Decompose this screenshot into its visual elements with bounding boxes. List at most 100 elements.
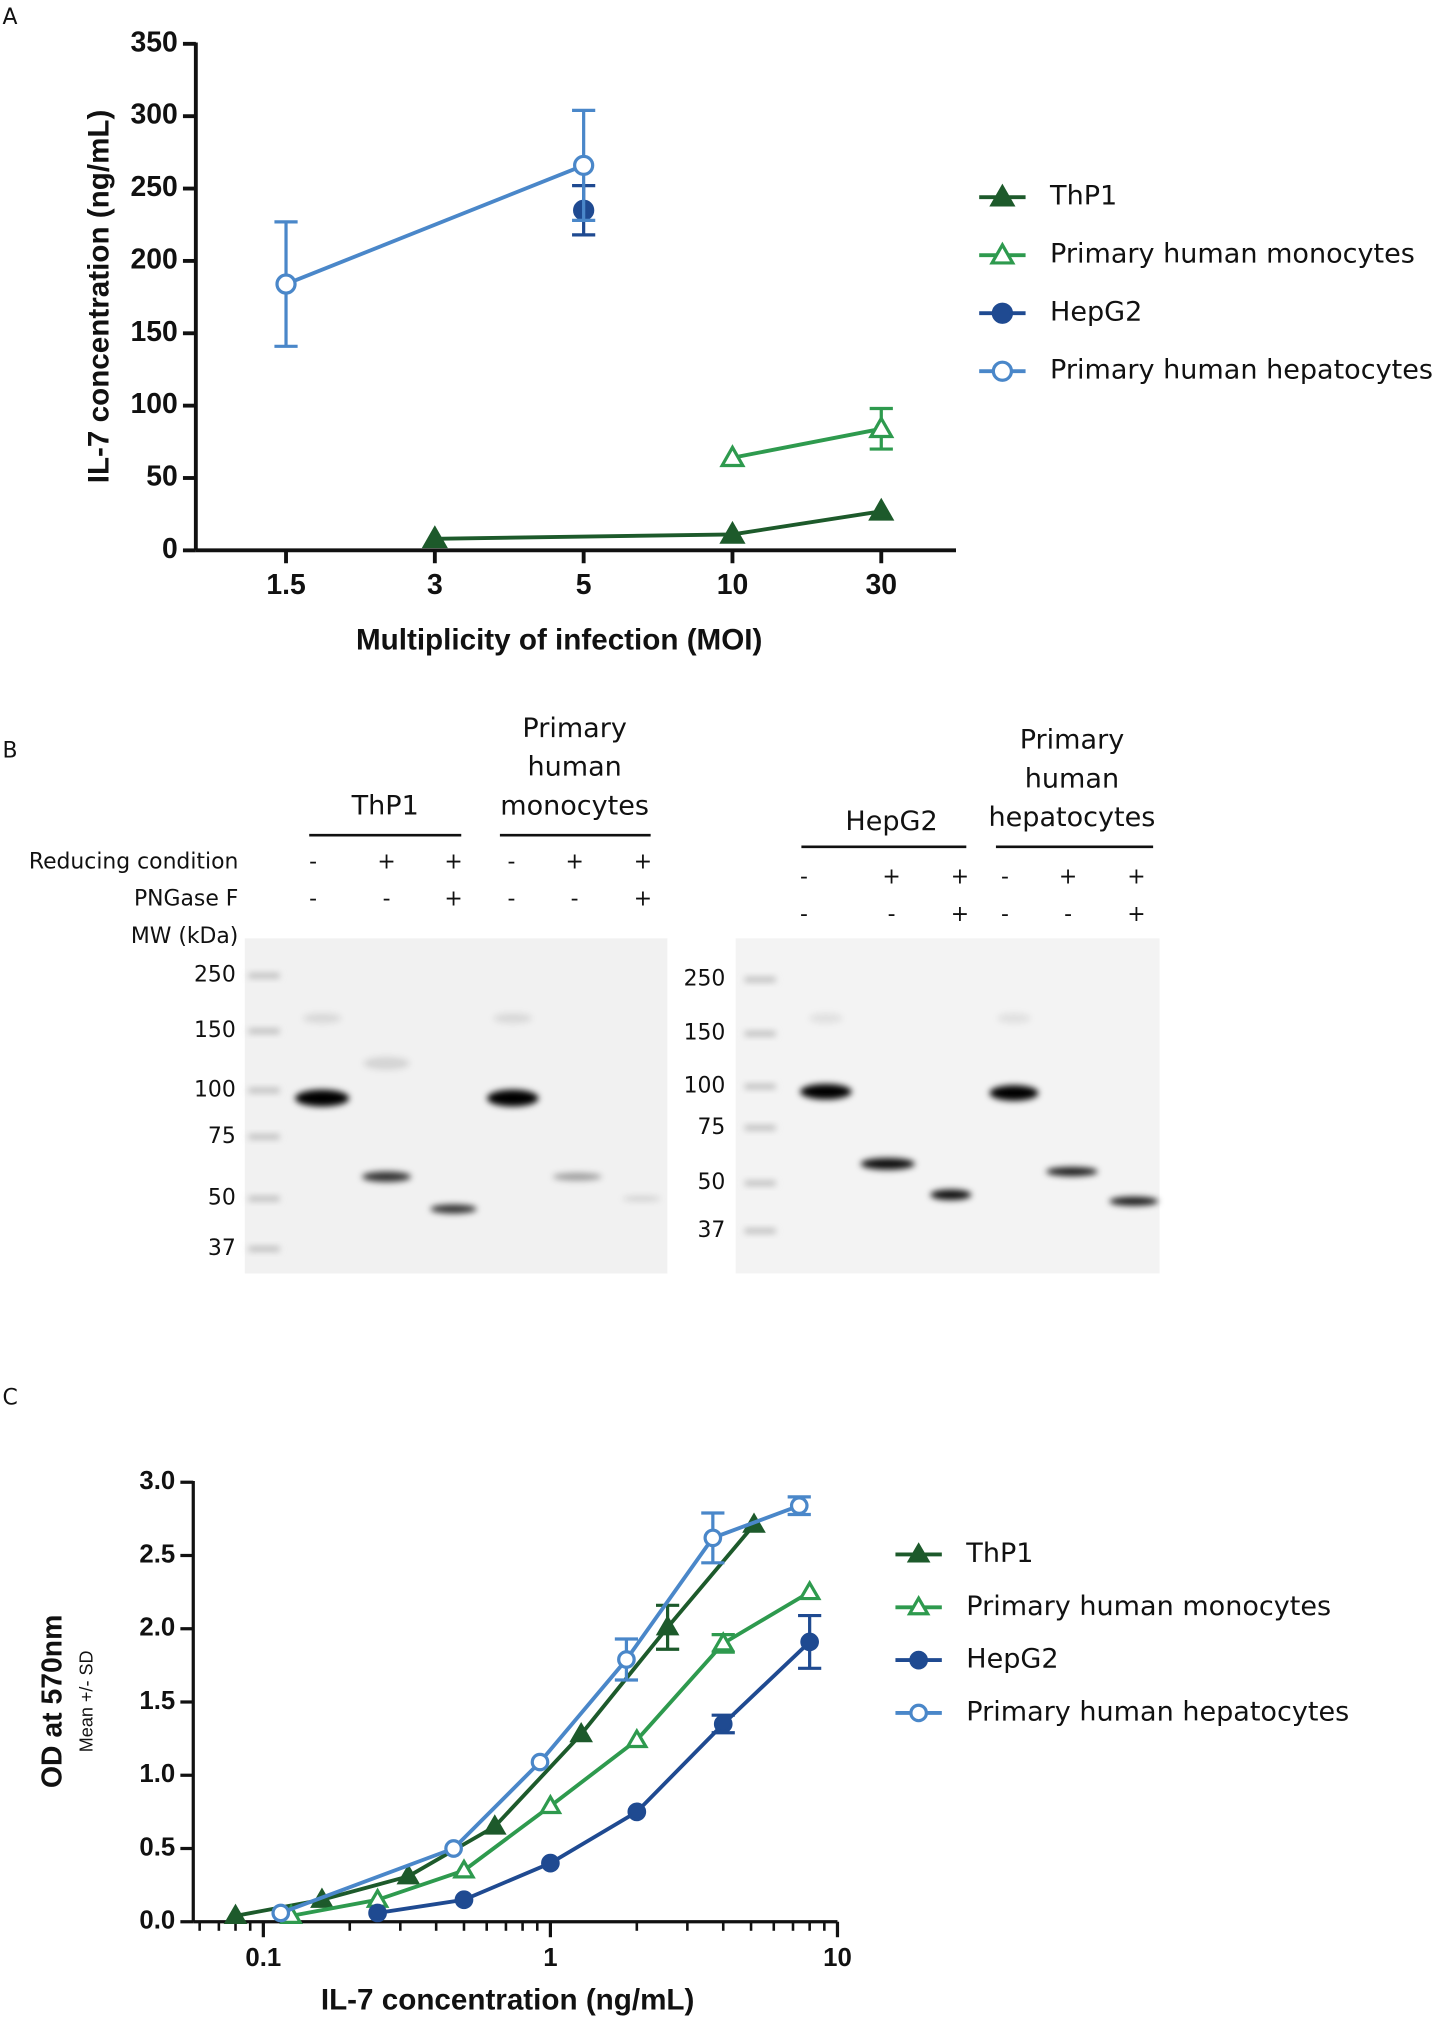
condition-sign: + xyxy=(377,849,395,874)
x-axis-title: Multiplicity of infection (MOI) xyxy=(356,624,762,657)
mw-label: 75 xyxy=(208,1124,236,1149)
blot-band xyxy=(362,1171,412,1182)
series-line xyxy=(280,1503,800,1915)
y-tick-label: 50 xyxy=(146,460,178,492)
mw-label: 37 xyxy=(208,1236,236,1261)
data-point xyxy=(800,1632,819,1652)
y-axis-title: OD at 570nm xyxy=(37,1615,69,1788)
x-tick-label: 1.5 xyxy=(266,569,305,601)
blot-band xyxy=(989,1085,1039,1101)
condition-sign: + xyxy=(444,887,462,912)
blot-band xyxy=(997,1013,1031,1024)
group-label: hepatocytes xyxy=(989,802,1156,833)
condition-sign: - xyxy=(1001,865,1009,890)
condition-sign: + xyxy=(1127,902,1145,927)
legend-marker xyxy=(906,1595,931,1616)
ladder-band xyxy=(248,1087,280,1093)
legend-label: ThP1 xyxy=(1049,181,1117,212)
blot-band xyxy=(302,1013,342,1024)
group-label: HepG2 xyxy=(845,806,937,837)
data-point xyxy=(868,497,895,521)
y-tick-label: 1.0 xyxy=(139,1760,175,1788)
blot-band xyxy=(493,1013,533,1024)
data-point xyxy=(275,273,297,295)
blot-band xyxy=(295,1089,350,1107)
condition-sign: + xyxy=(634,849,652,874)
condition-sign: + xyxy=(1127,865,1145,890)
blot-band xyxy=(487,1089,539,1107)
series-line xyxy=(285,163,585,286)
y-tick-label: 0.0 xyxy=(139,1907,175,1935)
condition-sign: + xyxy=(565,849,583,874)
mw-label: 37 xyxy=(698,1218,726,1243)
blot-band xyxy=(860,1158,915,1170)
ladder-band xyxy=(248,1028,280,1034)
ladder-band xyxy=(248,1196,280,1202)
condition-sign: + xyxy=(444,849,462,874)
panel-label: B xyxy=(3,738,18,763)
data-point xyxy=(396,1864,421,1885)
series-line xyxy=(434,509,882,541)
condition-sign: + xyxy=(634,887,652,912)
data-point xyxy=(444,1839,463,1858)
mw-label: 250 xyxy=(194,963,236,988)
legend-marker xyxy=(906,1542,931,1563)
data-point xyxy=(541,1853,560,1873)
condition-sign: - xyxy=(1001,902,1009,927)
series-line xyxy=(377,1640,811,1915)
y-tick-label: 2.5 xyxy=(139,1540,175,1568)
blot-band xyxy=(800,1083,852,1100)
condition-sign: + xyxy=(882,865,900,890)
blot-band xyxy=(552,1172,602,1181)
blot-band xyxy=(430,1204,477,1214)
x-tick-label: 1 xyxy=(543,1944,557,1972)
blot-band xyxy=(1046,1167,1098,1177)
data-point xyxy=(627,1802,647,1822)
legend-marker xyxy=(909,1703,928,1723)
condition-sign: - xyxy=(800,865,808,890)
y-tick-label: 100 xyxy=(131,388,178,420)
ladder-band xyxy=(248,973,280,979)
x-tick-label: 10 xyxy=(717,569,749,601)
data-point xyxy=(368,1903,387,1923)
legend-marker xyxy=(991,360,1014,382)
mw-label: 75 xyxy=(698,1115,726,1140)
condition-sign: - xyxy=(1064,902,1072,927)
legend-label: ThP1 xyxy=(965,1538,1033,1569)
data-point xyxy=(573,154,595,177)
mw-label: 100 xyxy=(194,1077,236,1102)
series-line xyxy=(732,426,882,460)
data-point xyxy=(789,1496,809,1516)
gel xyxy=(244,938,668,1274)
mw-label: 100 xyxy=(684,1074,726,1099)
y-tick-label: 2.0 xyxy=(139,1614,175,1642)
y-tick-label: 350 xyxy=(131,26,178,58)
y-axis-title: IL-7 concentration (ng/mL) xyxy=(82,110,115,484)
y-tick-label: 300 xyxy=(131,99,178,131)
data-point xyxy=(421,525,448,549)
data-point xyxy=(271,1903,291,1923)
data-point xyxy=(655,1615,680,1636)
group-label: human xyxy=(1025,763,1119,794)
panel-label: A xyxy=(3,5,18,30)
condition-sign: - xyxy=(309,887,317,912)
x-tick-label: 10 xyxy=(823,1944,852,1972)
legend-marker xyxy=(989,241,1016,265)
data-point xyxy=(719,444,746,468)
data-point xyxy=(569,1722,594,1743)
ladder-band xyxy=(744,1031,776,1037)
legend-marker xyxy=(991,302,1014,324)
blot-band xyxy=(809,1013,843,1024)
legend-label: HepG2 xyxy=(966,1644,1058,1675)
legend-label: HepG2 xyxy=(1050,297,1142,328)
condition-sign: - xyxy=(309,849,317,874)
y-tick-label: 150 xyxy=(131,316,178,348)
mw-label: 150 xyxy=(194,1018,236,1043)
group-label: Primary xyxy=(522,713,627,744)
mw-label: 50 xyxy=(698,1170,726,1195)
data-point xyxy=(703,1528,723,1548)
condition-sign: - xyxy=(383,887,391,912)
blot-band xyxy=(363,1056,410,1070)
